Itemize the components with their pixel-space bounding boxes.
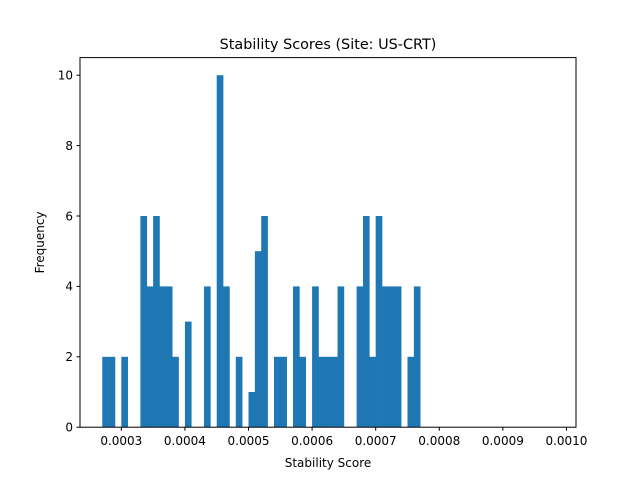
histogram-bar: [394, 286, 402, 428]
histogram-bar: [293, 286, 300, 428]
histogram-bar: [369, 356, 376, 428]
histogram-bar: [140, 216, 148, 428]
histogram-bar: [356, 286, 364, 428]
histogram-bar: [331, 356, 338, 428]
histogram-bar: [248, 392, 256, 428]
histogram-bar: [273, 356, 281, 428]
x-axis-ticks: 0.0003 0.0004 0.0005 0.0006 0.0007 0.0008 0.00…: [100, 427, 587, 448]
histogram-bar: [235, 356, 243, 428]
histogram-bar: [299, 356, 307, 428]
histogram-bar: [102, 356, 109, 428]
histogram-bar: [318, 356, 326, 428]
histogram-bar: [108, 356, 116, 428]
y-tick-label: 6: [65, 209, 73, 223]
histogram-bar: [254, 251, 262, 428]
histogram-bar: [216, 75, 224, 428]
histogram-bar: [382, 286, 389, 428]
y-tick-label: 0: [65, 421, 73, 435]
histogram-bar: [204, 286, 211, 428]
histogram-bar: [261, 216, 268, 428]
histogram-bar: [413, 286, 421, 428]
x-tick-label: 0.0010: [545, 434, 587, 448]
histogram-bar: [280, 356, 287, 428]
histogram-bar: [146, 286, 154, 428]
histogram-bar: [407, 356, 415, 428]
histogram-bar: [184, 321, 192, 428]
histogram-bar: [324, 356, 332, 428]
histogram-bar: [121, 356, 128, 428]
x-tick-label: 0.0004: [164, 434, 206, 448]
histogram-bar: [337, 286, 345, 428]
y-axis-label: Frequency: [33, 211, 47, 273]
y-tick-label: 2: [65, 350, 73, 364]
histogram-bar: [165, 286, 173, 428]
histogram-bar: [159, 286, 167, 428]
histogram-bar: [388, 286, 396, 428]
histogram-bar: [362, 216, 370, 428]
histogram-bar: [153, 216, 160, 428]
chart-title: Stability Scores (Site: US-CRT): [220, 37, 437, 53]
y-tick-label: 8: [65, 139, 73, 153]
y-tick-label: 4: [65, 280, 73, 294]
histogram-bar: [312, 286, 319, 428]
histogram-bar: [172, 356, 179, 428]
x-tick-label: 0.0005: [228, 434, 270, 448]
x-tick-label: 0.0007: [355, 434, 397, 448]
x-tick-label: 0.0009: [482, 434, 524, 448]
y-tick-label: 10: [58, 69, 73, 83]
histogram-bar: [223, 286, 230, 428]
y-axis-ticks: 0 2 4 6 8 10: [58, 69, 80, 435]
x-tick-label: 0.0006: [291, 434, 333, 448]
histogram-bar: [375, 216, 383, 428]
x-tick-label: 0.0008: [418, 434, 460, 448]
histogram-bars: [102, 75, 421, 428]
plot-frame: [79, 57, 577, 428]
x-axis-label: Stability Score: [285, 456, 372, 470]
x-tick-label: 0.0003: [100, 434, 142, 448]
